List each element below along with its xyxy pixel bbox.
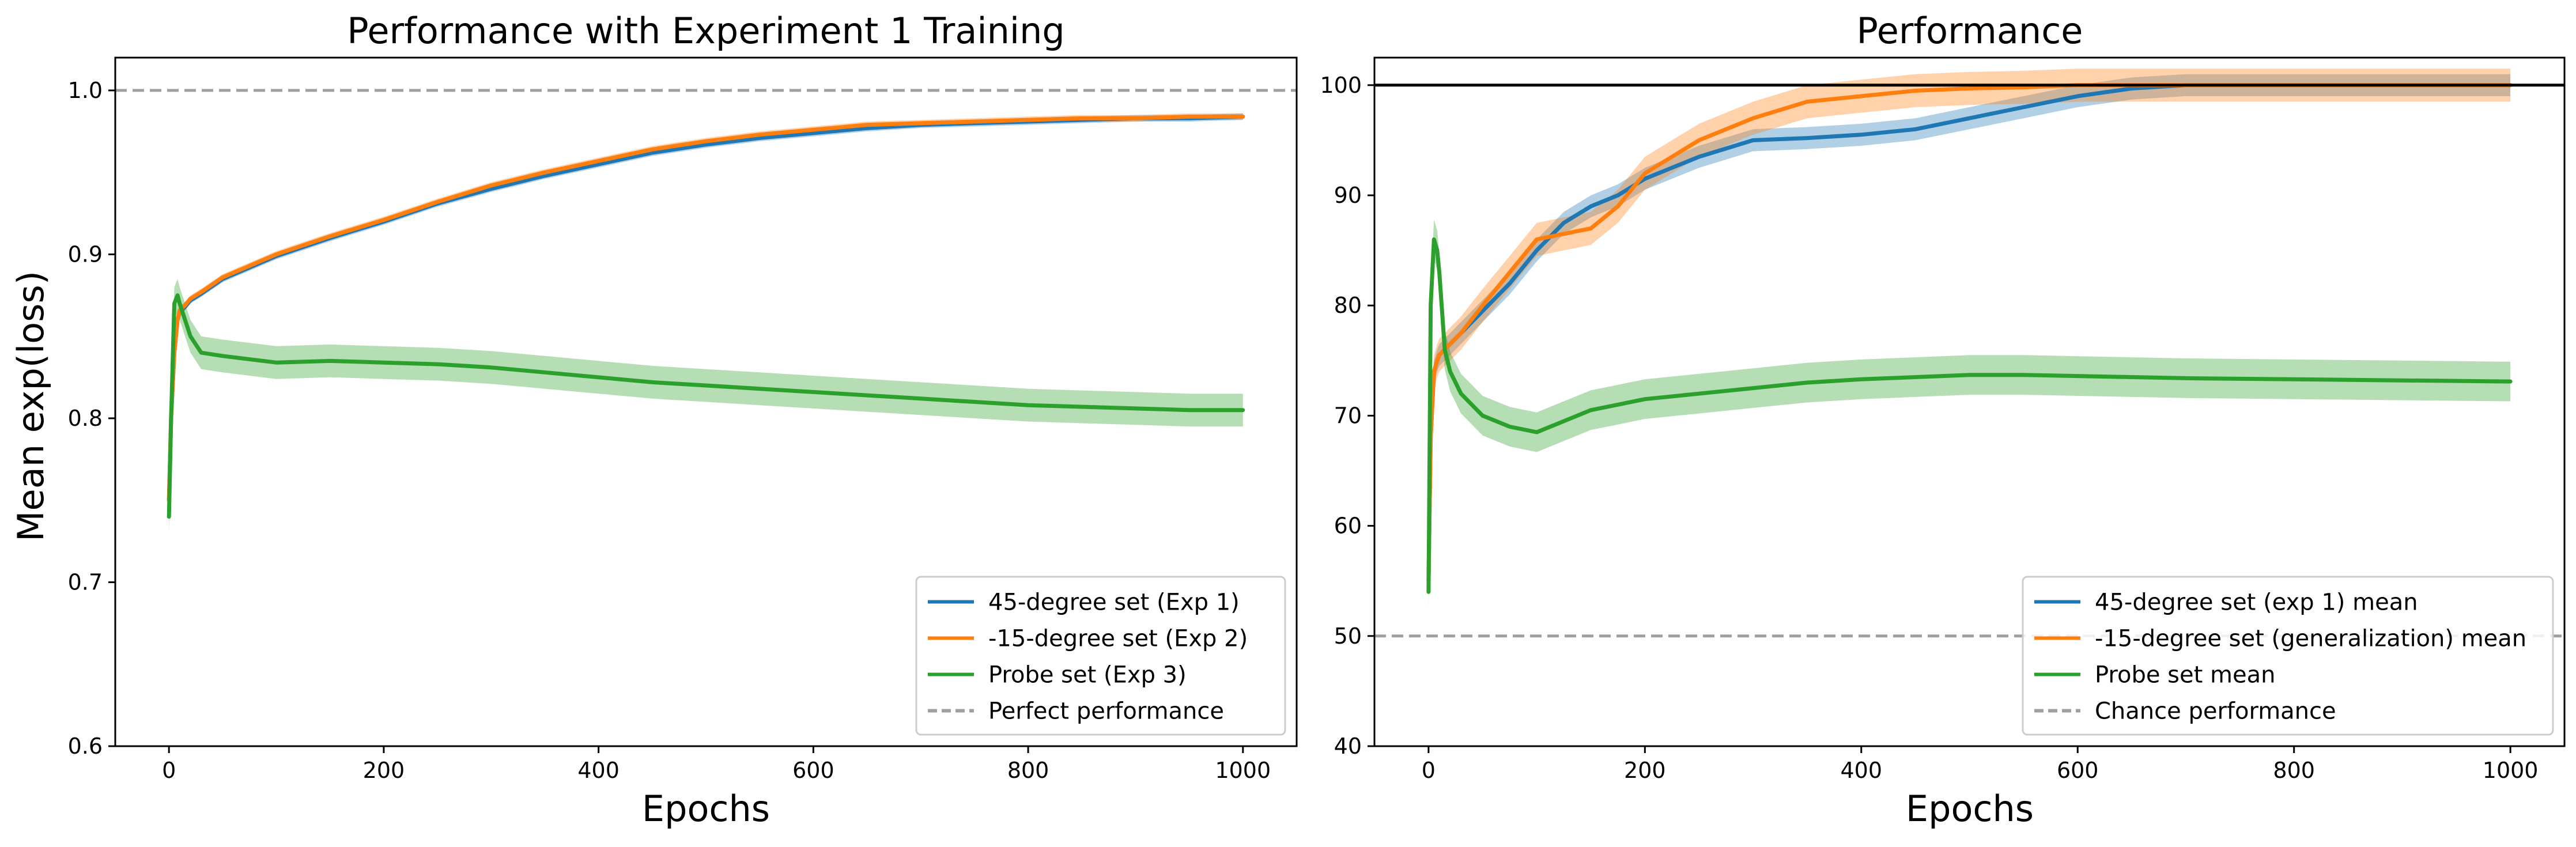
left-series-1-band (169, 113, 1243, 504)
left-ytick-label: 0.6 (68, 733, 103, 759)
left-ytick-label: 1.0 (68, 78, 103, 103)
right-series-1-band (1428, 69, 2511, 598)
left-chart-title: Performance with Experiment 1 Training (347, 10, 1065, 52)
left-xtick-label: 400 (577, 758, 620, 783)
right-ytick-label: 50 (1334, 623, 1362, 649)
right-ytick-label: 70 (1334, 403, 1362, 428)
right-chart-xlabel: Epochs (1906, 788, 2034, 830)
left-xtick-label: 600 (792, 758, 834, 783)
right-chart-xticks: 0 200 400 600 800 1000 (1422, 746, 2539, 783)
left-chart-ylabel: Mean exp(loss) (10, 271, 52, 542)
left-ytick-label: 0.9 (68, 241, 103, 267)
right-ytick-label: 80 (1334, 293, 1362, 318)
left-chart-xlabel: Epochs (642, 788, 770, 830)
left-xtick-label: 0 (162, 758, 176, 783)
left-chart-panel: Performance with Experiment 1 Training M… (10, 10, 1298, 830)
left-chart-legend: 45-degree set (Exp 1) -15-degree set (Exp… (915, 576, 1286, 736)
left-legend-label-1: -15-degree set (Exp 2) (988, 626, 1248, 652)
right-ytick-label: 40 (1334, 733, 1362, 759)
right-legend-label-3: Chance performance (2095, 698, 2336, 725)
right-xtick-label: 400 (1841, 758, 1883, 783)
left-legend-box (915, 576, 1286, 736)
left-chart-bands (169, 113, 1243, 534)
right-ytick-label: 100 (1320, 73, 1362, 98)
right-legend-label-0: 45-degree set (exp 1) mean (2095, 589, 2418, 616)
right-chart-lines (1426, 83, 2513, 594)
left-ytick-label: 0.7 (68, 569, 103, 595)
right-legend-label-1: -15-degree set (generalization) mean (2095, 626, 2526, 652)
right-series-0-band (1428, 74, 2511, 592)
left-series-2-line (167, 293, 1245, 519)
left-legend-label-3: Perfect performance (988, 698, 1224, 725)
right-xtick-label: 200 (1624, 758, 1666, 783)
left-ytick-label: 0.8 (68, 406, 103, 431)
right-chart-legend: 45-degree set (exp 1) mean -15-degree set… (2022, 576, 2554, 736)
left-chart-lines (167, 114, 1245, 519)
right-legend-label-2: Probe set mean (2095, 662, 2275, 689)
left-chart-xticks: 0 200 400 600 800 1000 (162, 746, 1271, 783)
right-chart-frame (1373, 56, 2566, 747)
left-chart-frame (114, 56, 1298, 747)
left-xtick-label: 200 (363, 758, 405, 783)
right-series-2-band (1428, 220, 2511, 612)
right-chart-yticks: 40 50 60 70 80 90 100 (1320, 73, 1374, 759)
left-xtick-label: 1000 (1215, 758, 1271, 783)
right-series-1-line (1426, 83, 2513, 583)
left-legend-label-0: 45-degree set (Exp 1) (988, 589, 1240, 616)
right-chart-panel: Performance Epochs 0 200 400 600 800 1000 40 5… (1320, 10, 2566, 830)
right-xtick-label: 0 (1422, 758, 1436, 783)
left-legend-label-2: Probe set (Exp 3) (988, 662, 1187, 689)
left-series-0-band (169, 113, 1243, 504)
left-chart-yticks: 0.6 0.7 0.8 0.9 1.0 (68, 78, 115, 759)
right-legend-box (2022, 576, 2554, 736)
left-series-1-line (167, 114, 1245, 502)
left-series-0-line (167, 114, 1245, 502)
right-chart-title: Performance (1857, 10, 2083, 52)
right-chart-bands (1428, 69, 2511, 612)
left-xtick-label: 800 (1007, 758, 1049, 783)
right-xtick-label: 600 (2057, 758, 2099, 783)
right-series-0-line (1426, 83, 2513, 583)
right-xtick-label: 1000 (2483, 758, 2539, 783)
right-ytick-label: 60 (1334, 513, 1362, 539)
right-series-2-line (1426, 237, 2513, 594)
right-xtick-label: 800 (2273, 758, 2315, 783)
right-ytick-label: 90 (1334, 183, 1362, 208)
